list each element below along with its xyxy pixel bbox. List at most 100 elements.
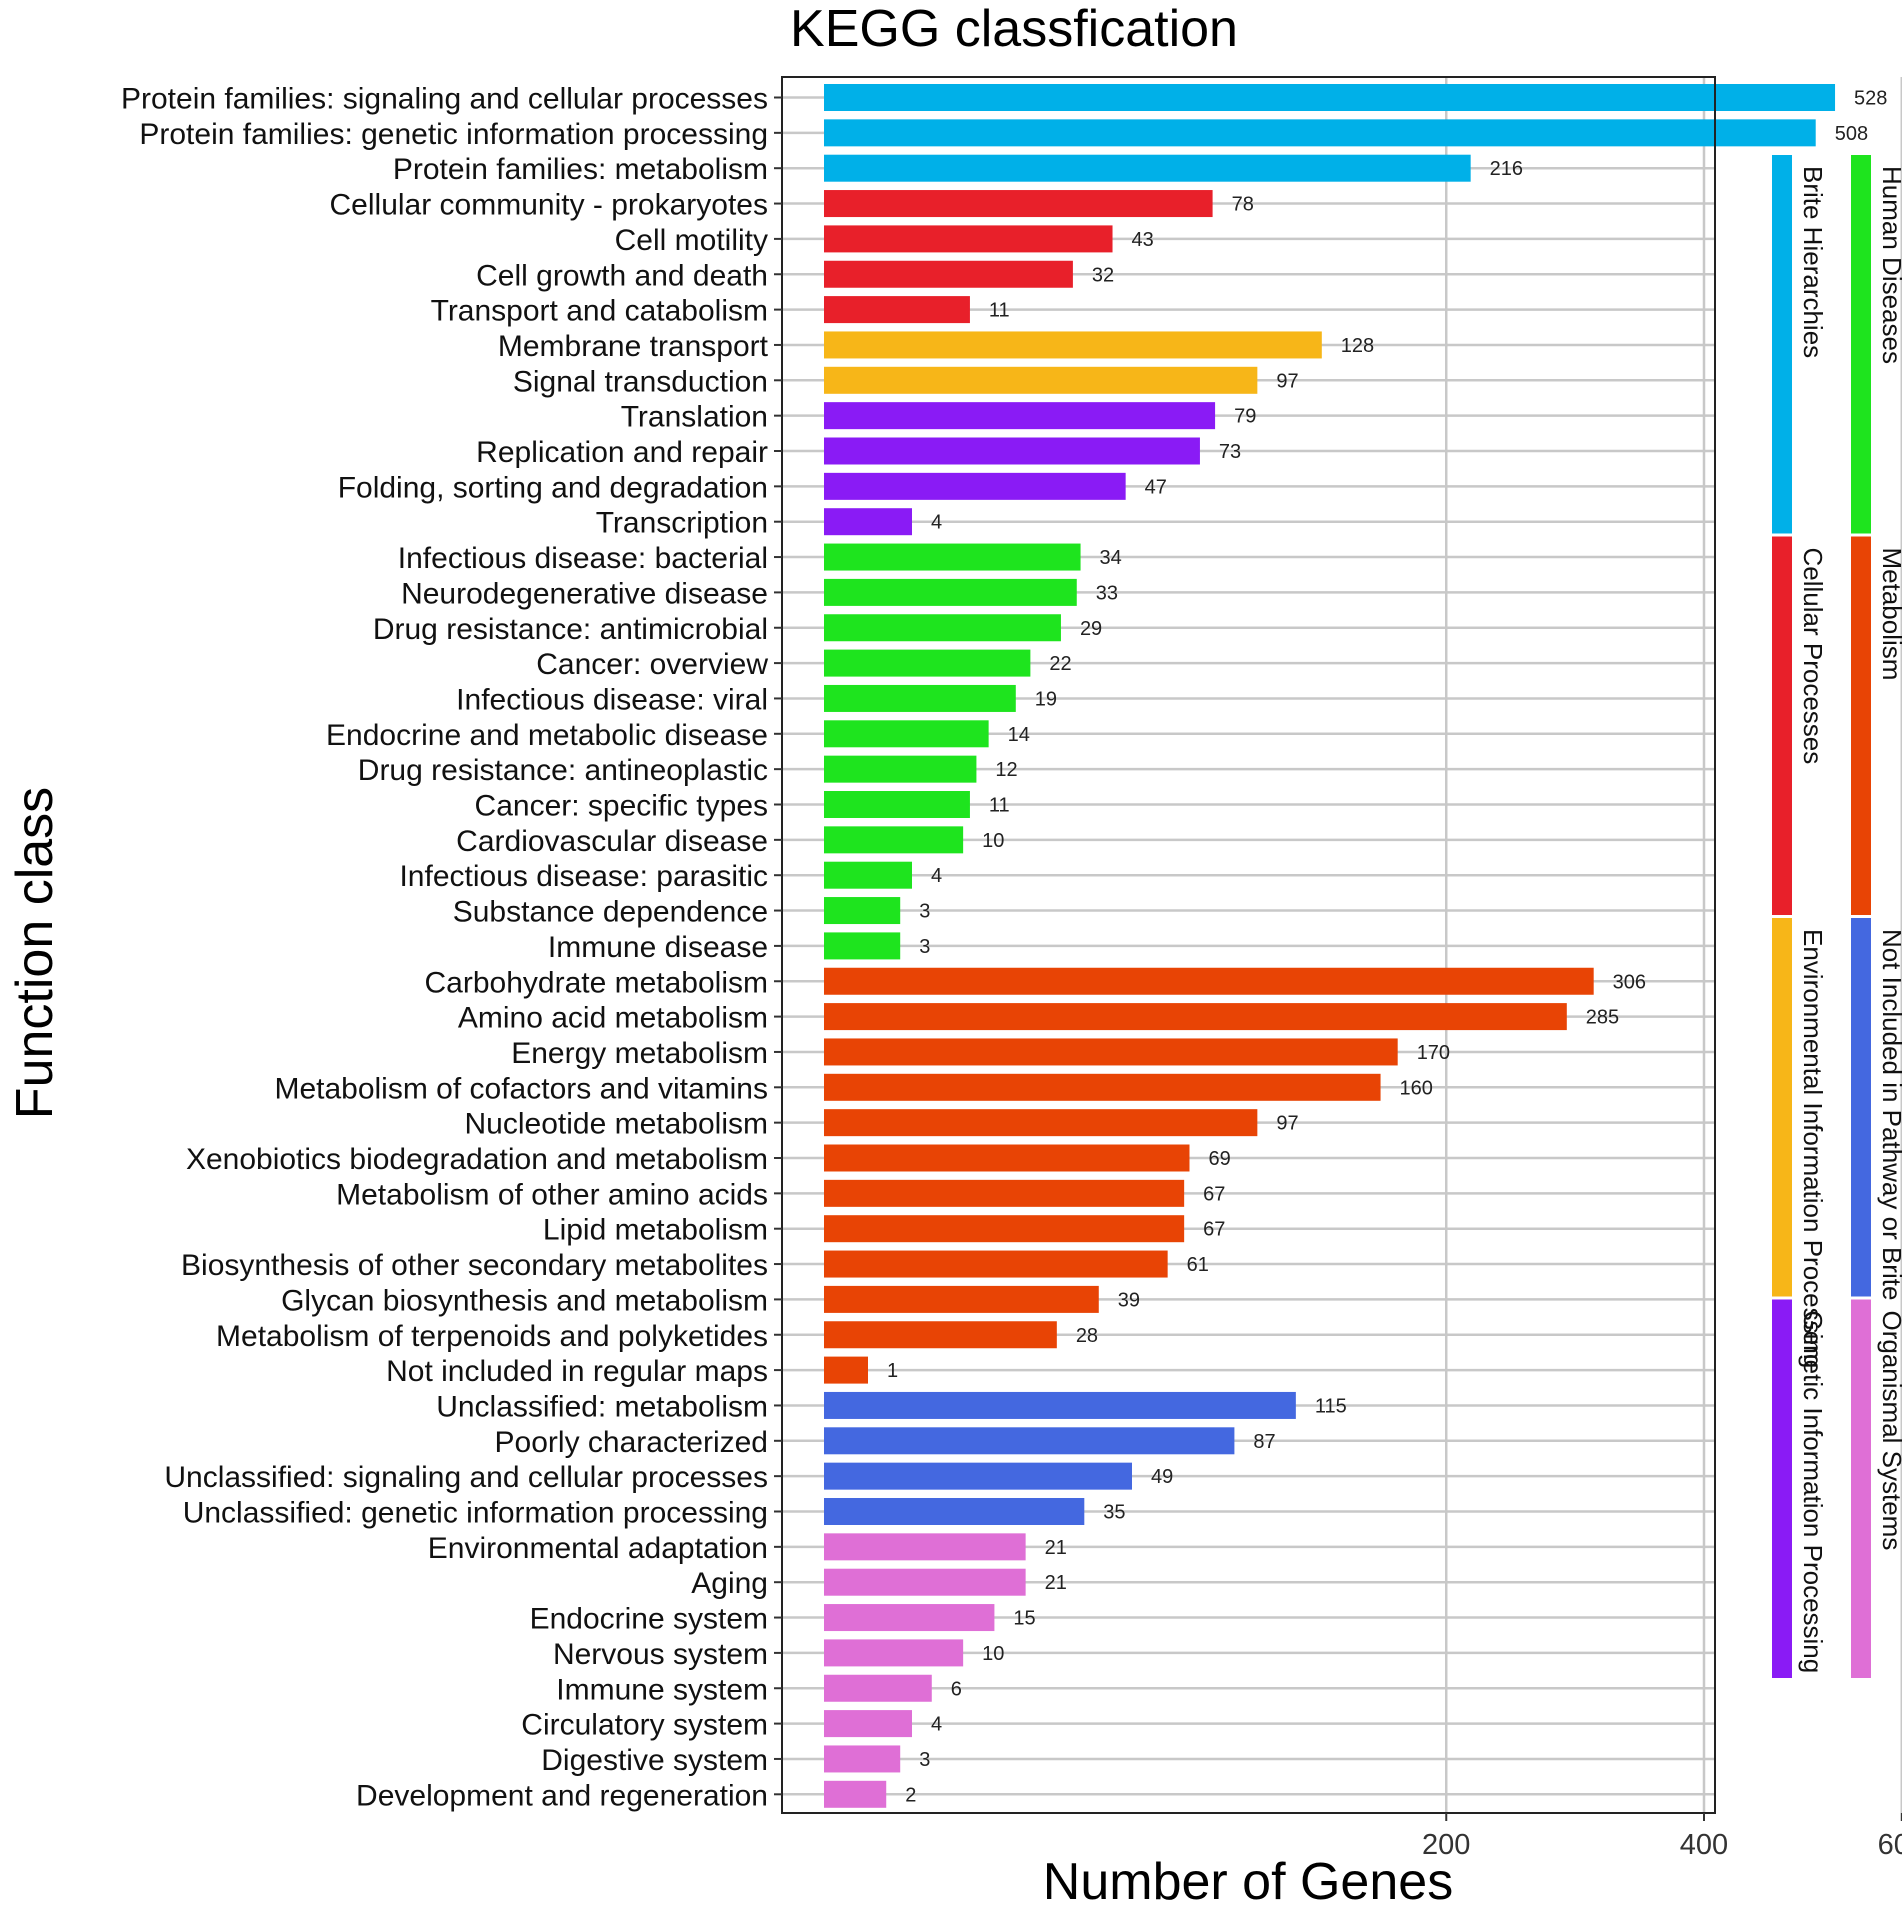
category-label: Not included in regular maps	[386, 1355, 768, 1388]
category-label: Aging	[691, 1567, 768, 1600]
bar-value-label: 10	[982, 830, 1004, 852]
bar-value-label: 67	[1203, 1219, 1225, 1241]
category-label: Nervous system	[553, 1638, 768, 1671]
bar	[824, 932, 901, 960]
legend-swatch	[1772, 918, 1792, 1297]
bar	[824, 1604, 995, 1632]
category-label: Endocrine system	[530, 1603, 768, 1636]
bar-value-label: 29	[1080, 618, 1102, 640]
bar-value-label: 33	[1096, 582, 1118, 604]
category-label: Transport and catabolism	[431, 295, 768, 328]
bar-value-label: 170	[1417, 1042, 1450, 1064]
bar-value-label: 1	[887, 1360, 898, 1382]
bar-value-label: 15	[1013, 1608, 1035, 1630]
legend-swatch	[1851, 918, 1871, 1297]
bar	[824, 791, 970, 818]
bar-value-label: 216	[1490, 158, 1523, 180]
bar	[824, 1144, 1190, 1172]
category-label: Unclassified: genetic information proces…	[183, 1497, 768, 1530]
bar	[824, 1038, 1398, 1066]
bar	[824, 1321, 1057, 1349]
category-label: Immune disease	[548, 931, 768, 964]
legend-label: Brite Hierarchies	[1798, 166, 1828, 358]
category-label: Unclassified: metabolism	[436, 1390, 768, 1423]
category-label: Neurodegenerative disease	[401, 577, 768, 610]
chart-title: KEGG classfication	[790, 0, 1238, 58]
bar	[824, 614, 1061, 642]
category-label: Nucleotide metabolism	[465, 1108, 768, 1141]
category-label: Replication and repair	[476, 436, 768, 469]
bar	[824, 1780, 887, 1808]
bar-value-label: 32	[1092, 264, 1114, 286]
y-axis-title: Function class	[6, 787, 64, 1119]
bar-value-label: 528	[1854, 88, 1887, 110]
bar-value-label: 508	[1835, 123, 1868, 145]
bar	[824, 508, 912, 536]
bar	[824, 190, 1213, 218]
bar	[824, 1498, 1085, 1525]
x-tick-label: 200	[1422, 1829, 1470, 1861]
bar-value-label: 11	[989, 795, 1010, 817]
bar-value-label: 3	[919, 901, 930, 923]
bar	[824, 861, 912, 889]
category-label: Cellular community - prokaryotes	[330, 189, 768, 222]
category-label: Immune system	[556, 1673, 768, 1706]
bar-value-label: 34	[1100, 547, 1122, 569]
category-label: Folding, sorting and degradation	[338, 471, 768, 504]
bar	[824, 260, 1073, 288]
bar-value-label: 47	[1145, 476, 1167, 498]
bar-value-label: 2	[905, 1784, 916, 1806]
x-tick-label: 600	[1878, 1829, 1902, 1861]
bar	[824, 154, 1471, 182]
bar	[824, 119, 1816, 147]
bar-value-label: 115	[1315, 1395, 1347, 1417]
legend-swatch	[1851, 155, 1871, 534]
bar-value-label: 11	[989, 300, 1010, 322]
bar-value-label: 78	[1232, 194, 1254, 216]
category-label: Xenobiotics biodegradation and metabolis…	[186, 1143, 768, 1176]
bar-value-label: 4	[931, 865, 942, 887]
bar-value-label: 21	[1045, 1537, 1067, 1559]
bar	[824, 1215, 1185, 1243]
bar	[824, 1568, 1026, 1596]
legend-label: Metabolism	[1877, 548, 1902, 681]
x-tick-label: 400	[1680, 1829, 1728, 1861]
category-label: Substance dependence	[453, 896, 768, 929]
bar-value-label: 4	[931, 1714, 942, 1736]
category-label: Metabolism of cofactors and vitamins	[274, 1072, 768, 1105]
bar-value-label: 12	[995, 759, 1017, 781]
bar	[824, 684, 1016, 712]
legend-label: Genetic Information Processing	[1798, 1311, 1828, 1674]
bar-value-label: 39	[1118, 1289, 1140, 1311]
category-label: Protein families: genetic information pr…	[139, 118, 768, 151]
category-label: Infectious disease: bacterial	[398, 542, 768, 575]
category-label: Poorly characterized	[495, 1426, 768, 1459]
bar-value-label: 21	[1045, 1572, 1067, 1594]
bar	[824, 84, 1836, 111]
bar	[824, 366, 1258, 394]
bar	[824, 578, 1077, 606]
bar-value-label: 128	[1341, 335, 1374, 357]
category-label: Cardiovascular disease	[456, 825, 768, 858]
bar-value-label: 67	[1203, 1183, 1225, 1205]
bar	[824, 1674, 932, 1702]
category-label: Signal transduction	[513, 365, 768, 398]
legend-swatch	[1851, 1299, 1871, 1678]
bar	[824, 1745, 901, 1773]
bar	[824, 225, 1113, 253]
bars: 5285082167843321112897797347434332922191…	[824, 84, 1887, 1808]
category-label: Transcription	[596, 507, 768, 540]
bar-value-label: 10	[982, 1643, 1004, 1665]
bar-value-label: 4	[931, 512, 942, 534]
bar-value-label: 87	[1253, 1431, 1275, 1453]
bar-value-label: 19	[1035, 688, 1057, 710]
category-label: Environmental adaptation	[428, 1532, 768, 1565]
category-label: Carbohydrate metabolism	[425, 966, 769, 999]
category-label: Biosynthesis of other secondary metaboli…	[181, 1249, 768, 1282]
bar	[824, 967, 1594, 995]
bar	[824, 1639, 964, 1667]
bar-value-label: 22	[1049, 653, 1071, 675]
category-label: Glycan biosynthesis and metabolism	[281, 1284, 768, 1317]
bar-value-label: 28	[1076, 1325, 1098, 1347]
legend-swatch	[1772, 155, 1792, 534]
